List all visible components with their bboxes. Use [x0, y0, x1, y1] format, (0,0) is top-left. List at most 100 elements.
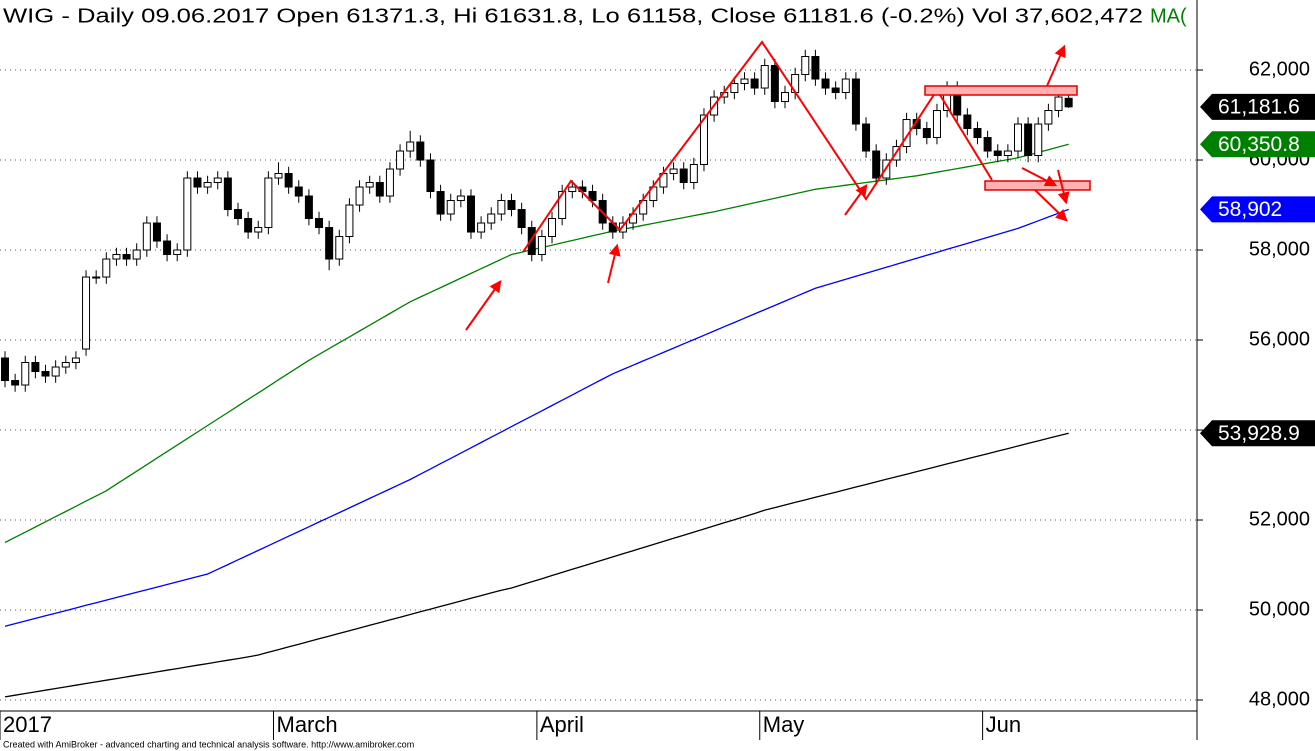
- candle-body: [41, 371, 50, 377]
- axis-band: [1197, 0, 1315, 751]
- candle-body: [132, 249, 141, 260]
- value-tag-label: 58,902: [1218, 198, 1282, 221]
- value-tag-label: 61,181.6: [1218, 95, 1300, 118]
- candle-body: [811, 56, 820, 80]
- candle-body: [821, 78, 830, 89]
- y-tick-label: 52,000: [1249, 508, 1310, 530]
- candle-body: [426, 159, 435, 193]
- candle-body: [841, 78, 850, 94]
- ma-line: [4, 143, 1069, 544]
- y-tick-label: 62,000: [1249, 58, 1310, 80]
- candle-body: [851, 78, 860, 125]
- arrow: [1034, 189, 1068, 222]
- candle-body: [51, 366, 60, 377]
- candle-body: [375, 182, 384, 197]
- candle-body: [456, 195, 465, 202]
- candle-body: [679, 168, 688, 184]
- candle-body: [223, 177, 232, 211]
- candle-body: [365, 182, 374, 188]
- candle-body: [558, 191, 567, 220]
- value-tag-label: 53,928.9: [1218, 422, 1300, 445]
- candle-body: [112, 254, 121, 260]
- candle-body: [396, 150, 405, 170]
- candle-body: [71, 357, 80, 364]
- candle-body: [244, 218, 253, 233]
- candle-body: [507, 200, 516, 211]
- x-tick-label: May: [763, 712, 805, 737]
- candle-body: [568, 186, 577, 193]
- y-tick-label: 56,000: [1249, 328, 1310, 350]
- arrow: [1021, 167, 1058, 187]
- candle-body: [1044, 110, 1053, 125]
- value-tag: [1200, 420, 1315, 447]
- candle-body: [446, 200, 455, 215]
- candle-body: [872, 150, 881, 179]
- candle-body: [142, 222, 151, 251]
- candle-body: [699, 114, 708, 166]
- candle-body: [477, 222, 486, 233]
- candle-body: [274, 173, 283, 179]
- candle-body: [740, 78, 749, 85]
- value-tag: [1200, 196, 1315, 223]
- candle-body: [831, 87, 840, 94]
- arrow: [1046, 44, 1066, 87]
- candle-body: [781, 92, 790, 103]
- candle-body: [1054, 96, 1063, 112]
- candle-body: [355, 186, 364, 206]
- ma-line: [4, 208, 1069, 627]
- x-tick-label: April: [540, 712, 584, 737]
- candle-body: [122, 254, 131, 260]
- candle-body: [487, 213, 496, 224]
- candle-body: [82, 276, 91, 350]
- title-band: [0, 0, 1197, 30]
- ma-label: MA(: [1150, 5, 1187, 27]
- candle-body: [233, 209, 242, 220]
- candle-body: [689, 164, 698, 184]
- candle-body: [294, 186, 303, 197]
- candle-body: [983, 137, 992, 152]
- candle-body: [21, 362, 30, 386]
- candle-body: [548, 218, 557, 238]
- candle-body: [31, 362, 40, 373]
- candle-body: [193, 177, 202, 188]
- candle-body: [1024, 123, 1033, 157]
- x-tick-label: 2017: [3, 712, 52, 737]
- candle-body: [325, 227, 334, 260]
- resistance-box: [924, 85, 1078, 96]
- candle-body: [345, 204, 354, 238]
- candle-body: [750, 78, 759, 89]
- candle-body: [436, 191, 445, 215]
- candle-body: [173, 249, 182, 256]
- candle-body: [932, 110, 941, 139]
- candle-body: [1034, 123, 1043, 157]
- candle-body: [527, 227, 536, 256]
- chart-title: WIG - Daily 09.06.2017 Open 61371.3, Hi …: [3, 5, 1143, 27]
- candle-body: [102, 258, 111, 278]
- y-tick-label: 58,000: [1249, 238, 1310, 260]
- candle-body: [335, 236, 344, 260]
- arrow: [607, 243, 621, 284]
- candle-body: [203, 182, 212, 188]
- candle-body: [1064, 97, 1073, 108]
- candle-body: [1014, 123, 1022, 152]
- candle-body: [152, 222, 161, 242]
- y-tick-label: 48,000: [1249, 688, 1310, 710]
- ma-line: [4, 432, 1069, 698]
- candle-body: [517, 209, 526, 229]
- candle-body: [284, 173, 293, 188]
- value-tag: [1200, 131, 1315, 158]
- candle-body: [973, 128, 982, 139]
- candle-body: [1, 357, 9, 382]
- candle-body: [385, 168, 394, 197]
- candle-body: [963, 114, 972, 130]
- candle-body: [760, 65, 769, 89]
- candle-body: [254, 227, 263, 233]
- candle-body: [466, 195, 475, 233]
- support-box: [984, 180, 1091, 191]
- candle-body: [406, 141, 415, 152]
- annotations: [522, 40, 1091, 253]
- candle-body: [497, 200, 506, 215]
- candle-body: [163, 240, 172, 256]
- candle-body: [264, 177, 273, 229]
